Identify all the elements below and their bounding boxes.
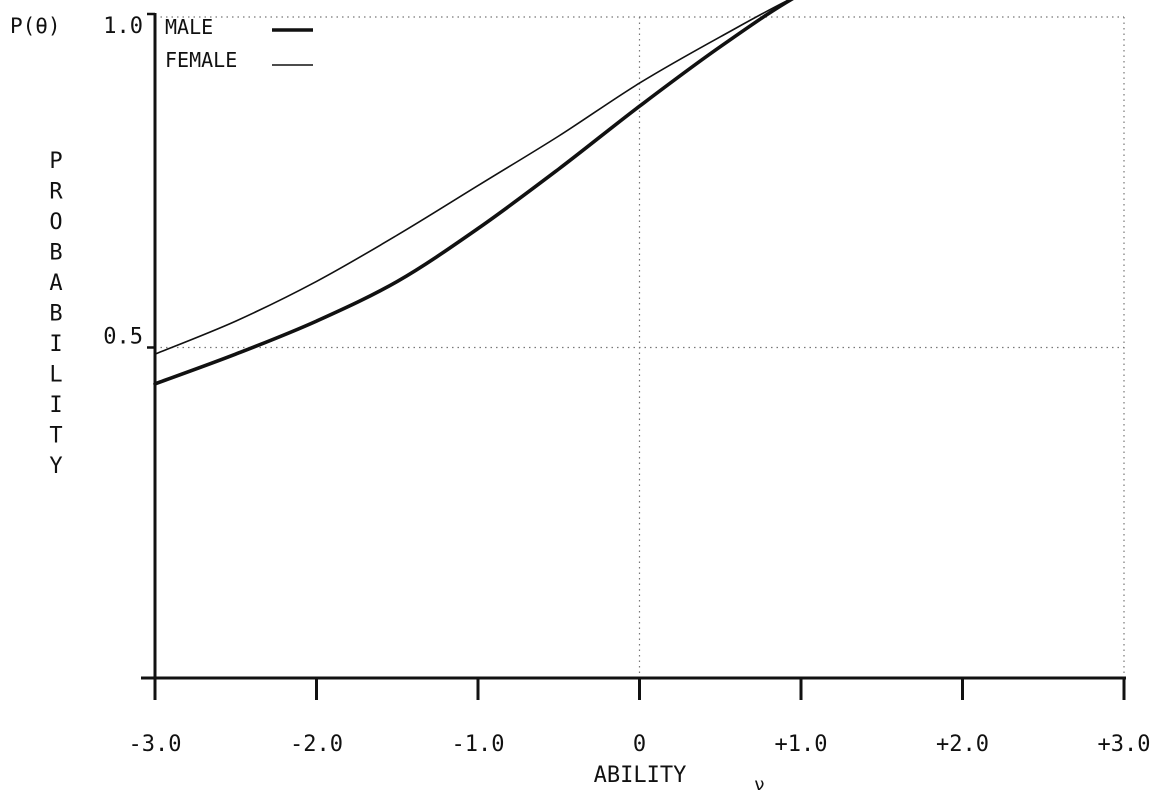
series (153, 0, 794, 386)
legend: MALE FEMALE (165, 15, 313, 72)
labels: P(θ) ABILITY ν -3.0 -2.0 -1.0 0 +1.0 +2.0 +3.0… (10, 14, 1150, 795)
y-axis-label-letter: A (49, 271, 62, 296)
y-tick-label: 0.5 (103, 325, 143, 350)
y-axis-label-letter: O (49, 210, 62, 235)
x-tick-label: +3.0 (1098, 732, 1151, 757)
y-tick-label: 1.0 (103, 14, 143, 39)
y-axis-label-letter: T (49, 424, 62, 449)
x-tick-label: +2.0 (936, 732, 989, 757)
y-axis-label-letter: Y (49, 454, 62, 479)
legend-label-female: FEMALE (165, 48, 237, 72)
y-axis-label-letter: I (49, 393, 62, 418)
y-axis-label-letter: R (49, 180, 63, 205)
y-axis-label-letter: B (49, 241, 62, 266)
series-line-male (153, 0, 794, 386)
x-tick-label: 0 (633, 732, 646, 757)
axes (141, 12, 1126, 700)
x-tick-label: -1.0 (452, 732, 505, 757)
legend-label-male: MALE (165, 15, 213, 39)
x-tick-label: -3.0 (129, 732, 182, 757)
y-axis-label-letter: P (49, 149, 62, 174)
x-tick-label: -2.0 (290, 732, 343, 757)
x-tick-label: +1.0 (775, 732, 828, 757)
stray-mark: ν (754, 774, 765, 795)
y-axis-label-letter: B (49, 302, 62, 327)
grid (155, 16, 1125, 678)
y-axis-label-letter: I (49, 332, 62, 357)
x-axis-label: ABILITY (594, 763, 687, 788)
y-axis-title: P(θ) (10, 14, 61, 38)
series-line-female (154, 0, 791, 355)
y-axis-label-letter: L (49, 363, 62, 388)
